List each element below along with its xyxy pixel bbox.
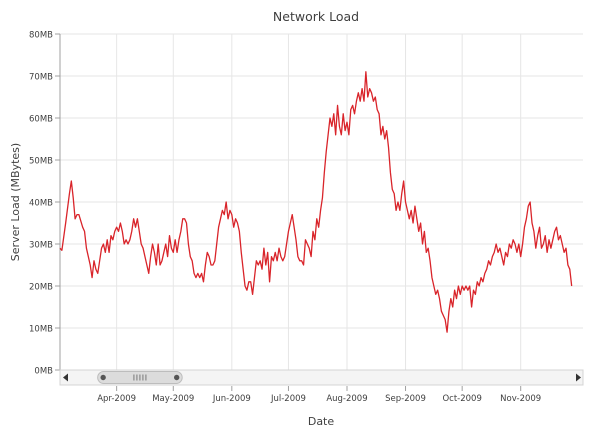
y-tick-label: 50MB [29,157,53,167]
x-tick-label: May-2009 [152,394,194,404]
x-tick-label: Sep-2009 [385,394,426,404]
y-tick-label: 30MB [29,241,53,251]
x-tick-label: Apr-2009 [97,394,136,404]
y-tick-label: 20MB [29,283,53,293]
scroll-right-icon[interactable] [576,373,581,382]
thumb-right-handle[interactable] [173,374,180,381]
x-tick-label: Jul-2009 [270,394,306,404]
x-tick-label: Jun-2009 [212,394,251,404]
x-tick-label: Oct-2009 [442,394,481,404]
thumb-left-handle[interactable] [100,374,106,381]
y-tick-label: 70MB [29,73,53,83]
y-tick-label: 10MB [29,325,53,335]
x-tick-label: Aug-2009 [326,394,367,404]
y-tick-label: 60MB [29,115,53,125]
y-tick-label: 80MB [29,31,53,41]
y-tick-label: 0MB [34,367,53,377]
x-tick-label: Nov-2009 [500,394,541,404]
y-axis-ticks: 0MB 10MB 20MB 30MB 40MB 50MB 60MB 70MB 80MB [29,31,61,377]
series-layer [59,71,573,333]
scroll-left-icon[interactable] [63,373,68,382]
range-scrollbar[interactable] [59,369,584,386]
y-tick-label: 40MB [29,199,53,209]
scrollbar-track [59,369,584,386]
chart-title: Network Load [273,9,359,24]
series-line [59,71,573,333]
y-axis-title: Server Load (MBytes) [9,143,22,261]
x-axis-title: Date [308,415,335,428]
x-axis-ticks: Apr-2009 May-2009 Jun-2009 Jul-2009 Aug-2009… [97,386,541,404]
